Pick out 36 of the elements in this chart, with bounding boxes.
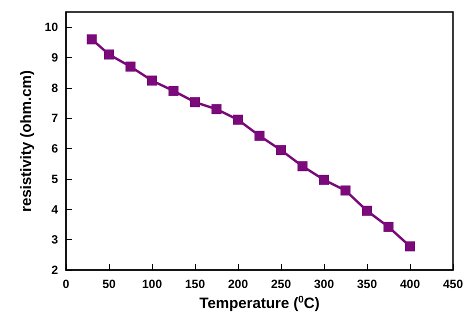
point [276, 145, 286, 156]
x-tick-label: 150 [184, 277, 206, 291]
y-tick-label: 2 [51, 263, 58, 277]
point [297, 161, 308, 172]
point [254, 130, 264, 141]
point [404, 241, 415, 252]
y-tick-label: 6 [51, 142, 58, 156]
point [232, 114, 243, 125]
x-tick-label: 400 [400, 277, 420, 291]
point [104, 49, 114, 60]
y-tick-label: 3 [51, 232, 58, 247]
x-tick-label: 300 [314, 277, 334, 291]
x-tick-label: 350 [356, 277, 378, 291]
y-tick-label: 10 [44, 20, 58, 34]
x-tick-label: 100 [142, 277, 162, 291]
y-tick-label: 5 [51, 172, 58, 186]
y-tick-label: 8 [51, 80, 58, 95]
point [211, 104, 222, 114]
y-tick-label: 9 [51, 50, 58, 65]
x-tick-label: 50 [102, 277, 116, 291]
point [383, 222, 394, 232]
y-axis-title: resistivity (ohm.cm) [18, 70, 35, 212]
x-tick-label: 200 [228, 277, 248, 291]
x-tick-label: 0 [62, 277, 70, 291]
point [86, 34, 97, 44]
y-tick-label: 4 [51, 202, 58, 216]
point [168, 86, 178, 96]
point [126, 62, 136, 72]
point [190, 97, 200, 108]
y-tick-label: 7 [51, 111, 58, 126]
x-tick-label: 250 [270, 277, 292, 291]
point [318, 174, 329, 185]
x-tick-label: 450 [442, 277, 464, 291]
point [362, 206, 372, 216]
point [340, 185, 350, 196]
point [147, 76, 157, 86]
